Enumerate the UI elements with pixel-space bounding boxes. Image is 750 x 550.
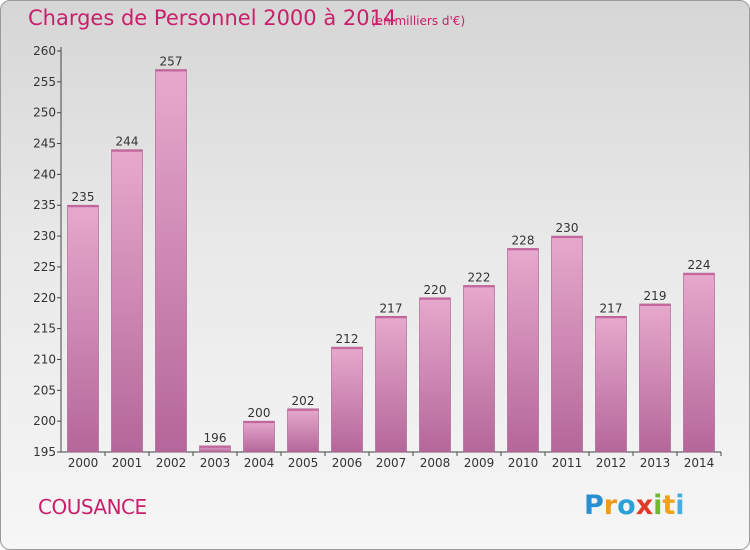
x-tick-label: 2005 [288, 456, 319, 470]
data-label: 220 [424, 283, 447, 297]
x-tick-label: 2001 [112, 456, 143, 470]
bar [243, 420, 275, 453]
data-label: 224 [688, 258, 711, 272]
data-label: 257 [160, 55, 183, 69]
bar [375, 315, 407, 453]
y-tick-label: 210 [33, 352, 56, 366]
data-label: 230 [556, 221, 579, 235]
bar [595, 315, 627, 453]
bar [111, 149, 143, 453]
data-label: 235 [72, 190, 95, 204]
x-tick-label: 2010 [508, 456, 539, 470]
bar [331, 346, 363, 453]
y-tick-label: 220 [33, 291, 56, 305]
y-tick-label: 215 [33, 322, 56, 336]
chart-title: Charges de Personnel 2000 à 2014 [28, 6, 397, 30]
data-label: 244 [116, 135, 139, 149]
y-tick-label: 240 [33, 167, 56, 181]
data-label: 212 [336, 332, 359, 346]
data-label: 222 [468, 270, 491, 284]
x-tick-label: 2006 [332, 456, 363, 470]
x-tick-label: 2013 [640, 456, 671, 470]
x-tick-label: 2004 [244, 456, 275, 470]
y-tick-label: 205 [33, 383, 56, 397]
axes: 195 200 205 210 215 220 225 230 235 240 245 250 255 2… [33, 44, 722, 470]
y-tick-label: 225 [33, 260, 56, 274]
x-tick-label: 2009 [464, 456, 495, 470]
data-label: 228 [512, 233, 535, 247]
bar [507, 248, 539, 453]
x-tick-label: 2014 [684, 456, 715, 470]
y-tick-label: 250 [33, 106, 56, 120]
data-label: 202 [292, 394, 315, 408]
y-tick-label: 255 [33, 75, 56, 89]
data-label: 217 [600, 301, 623, 315]
x-tick-label: 2011 [552, 456, 583, 470]
bar [551, 235, 583, 453]
y-tick-label: 260 [33, 44, 56, 58]
data-label: 219 [644, 289, 667, 303]
x-tick-label: 2007 [376, 456, 407, 470]
proxiti-logo: Proxiti [584, 490, 685, 521]
data-label: 196 [204, 431, 227, 445]
y-tick-label: 200 [33, 414, 56, 428]
y-tick-label: 235 [33, 198, 56, 212]
data-label: 200 [248, 406, 271, 420]
data-label: 217 [380, 301, 403, 315]
bar [67, 204, 99, 453]
bar [155, 69, 187, 453]
bar [287, 408, 319, 453]
x-tick-label: 2012 [596, 456, 627, 470]
y-tick-label: 195 [33, 445, 56, 459]
bars: 235 244 257 196 200 202 212 217 220 222 228 230 217 2… [67, 55, 715, 453]
bar [639, 303, 671, 453]
bar [463, 285, 495, 453]
x-tick-label: 2002 [156, 456, 187, 470]
y-tick-label: 245 [33, 137, 56, 151]
x-tick-label: 2003 [200, 456, 231, 470]
x-tick-label: 2000 [68, 456, 99, 470]
chart-subtitle: (en milliers d'€) [371, 14, 466, 28]
bar [419, 297, 451, 453]
bar [683, 272, 715, 453]
x-tick-label: 2008 [420, 456, 451, 470]
place-name: COUSANCE [38, 495, 147, 519]
y-tick-label: 230 [33, 229, 56, 243]
